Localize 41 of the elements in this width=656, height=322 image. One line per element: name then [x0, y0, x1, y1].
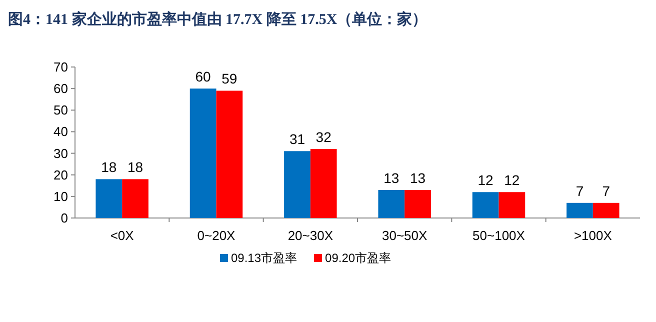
bar: [122, 179, 148, 218]
chart-title: 图4：141 家企业的市盈率中值由 17.7X 降至 17.5X（单位：家）: [8, 10, 428, 28]
data-label: 59: [222, 70, 238, 87]
bar: [404, 190, 431, 218]
y-tick-label: 0: [60, 210, 68, 226]
y-tick-label: 70: [54, 60, 68, 74]
y-tick-label: 50: [54, 102, 68, 118]
x-tick-label: 30~50X: [382, 228, 428, 243]
data-label: 12: [504, 172, 520, 188]
y-tick-label: 10: [54, 188, 68, 204]
x-tick-label: >100X: [574, 228, 612, 243]
x-tick-label: 50~100X: [472, 228, 526, 243]
bar: [190, 88, 216, 218]
data-label: 7: [602, 182, 610, 199]
y-tick-label: 60: [54, 81, 68, 96]
data-label: 32: [316, 128, 332, 145]
data-label: 18: [127, 159, 144, 176]
bar: [284, 151, 310, 218]
data-label: 12: [478, 172, 494, 188]
legend-label: 09.20市盈率: [325, 251, 392, 265]
data-label: 31: [289, 131, 306, 148]
data-label: 7: [576, 182, 584, 199]
bar: [566, 202, 593, 218]
data-label: 13: [384, 170, 400, 186]
y-tick-label: 30: [54, 146, 68, 161]
bar: [96, 179, 122, 218]
y-tick-label: 20: [54, 167, 68, 182]
bar: [216, 90, 243, 218]
y-tick-label: 40: [54, 124, 68, 140]
bar: [498, 192, 526, 218]
bar: [310, 148, 337, 218]
legend-label: 09.13市盈率: [231, 251, 298, 265]
data-label: 13: [410, 170, 426, 186]
x-tick-label: 20~30X: [288, 228, 334, 243]
data-label: 60: [195, 68, 212, 85]
bar: [378, 190, 405, 218]
data-label: 18: [101, 159, 117, 176]
x-tick-label: <0X: [110, 228, 134, 243]
x-tick-label: 0~20X: [197, 228, 236, 243]
bar: [592, 202, 620, 218]
bar: [472, 192, 499, 218]
